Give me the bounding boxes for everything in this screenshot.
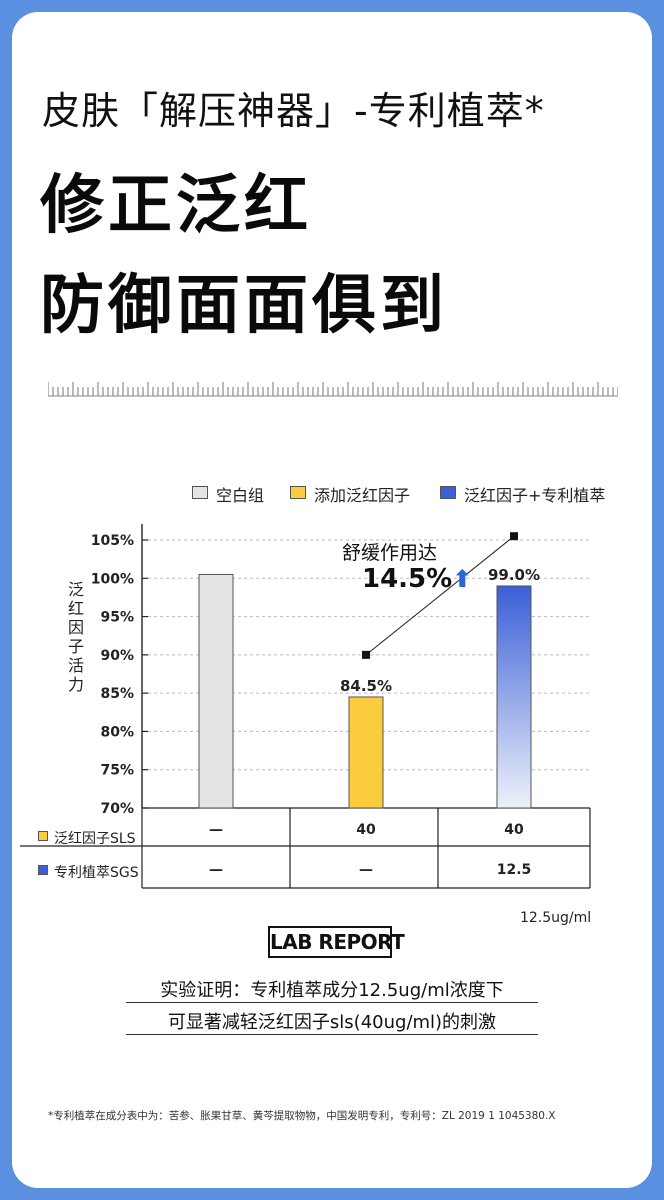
subtitle: 皮肤「解压神器」-专利植萃* <box>42 89 545 133</box>
bar <box>198 573 234 809</box>
bar-data-label: 84.5% <box>340 677 392 695</box>
legend-swatch <box>192 486 208 499</box>
trend-line <box>365 535 515 656</box>
row-swatch <box>38 831 48 841</box>
row-label: 专利植萃SGS <box>54 865 139 881</box>
callout-text: 舒缓作用达 <box>342 542 438 564</box>
callout-value: 14.5%⬆ <box>362 564 472 594</box>
headline-line-2: 防御面面俱到 <box>40 269 448 343</box>
row-swatch <box>38 865 48 875</box>
y-axis-label: 泛红因子活力 <box>67 580 84 694</box>
bar-chart: 105% 100% 95% 90% 85% 80% 75% 70% 84.5% 99.0% — 40 4… <box>20 524 591 889</box>
table-cell: 12.5 <box>497 862 532 878</box>
table-cell: 40 <box>356 822 376 838</box>
legend-swatch <box>290 486 306 499</box>
y-tick-label: 70% <box>100 801 134 817</box>
table-cell: — <box>209 822 223 838</box>
legend-label: 空白组 <box>216 486 265 505</box>
content-card: 皮肤「解压神器」-专利植萃* 修正泛红 防御面面俱到 空白组 添加泛红因子 泛红… <box>12 12 652 1188</box>
callout-percent: 14.5% <box>362 564 453 594</box>
y-tick-label: 80% <box>100 724 134 740</box>
ruler-divider <box>48 382 618 397</box>
conclusion-line-1: 实验证明：专利植萃成分12.5ug/ml浓度下 <box>160 980 504 1001</box>
table-cell: — <box>209 862 223 878</box>
underline-1 <box>126 1002 538 1003</box>
table-cell: 40 <box>504 822 524 838</box>
y-tick-label: 90% <box>100 648 134 664</box>
legend-swatch <box>440 486 456 499</box>
y-tick-label: 100% <box>91 571 134 587</box>
table-cell: — <box>359 862 373 878</box>
trend-marker <box>510 532 518 541</box>
underline-2 <box>126 1034 538 1035</box>
legend-label: 添加泛红因子 <box>314 486 411 505</box>
conclusion-line-2: 可显著减轻泛红因子sls(40ug/ml)的刺激 <box>167 1012 497 1033</box>
lab-report-badge: LAB REPORT <box>268 926 405 958</box>
bar <box>496 585 532 809</box>
y-tick-label: 75% <box>100 763 134 779</box>
headline-line-1: 修正泛红 <box>40 169 312 243</box>
y-tick-label: 85% <box>100 686 134 702</box>
legend-label: 泛红因子+专利植萃 <box>464 486 606 505</box>
unit-label: 12.5ug/ml <box>520 910 592 926</box>
y-tick-label: 105% <box>91 533 134 549</box>
row-label: 泛红因子SLS <box>54 831 136 847</box>
bar <box>348 696 384 809</box>
footnote: *专利植萃在成分表中为：苦参、胀果甘草、黄芩提取物物，中国发明专利，专利号：ZL… <box>48 1110 556 1122</box>
y-tick-label: 95% <box>100 610 134 626</box>
up-arrow-icon: ⬆ <box>452 565 473 593</box>
trend-marker <box>362 650 370 659</box>
bar-data-label: 99.0% <box>488 566 540 584</box>
